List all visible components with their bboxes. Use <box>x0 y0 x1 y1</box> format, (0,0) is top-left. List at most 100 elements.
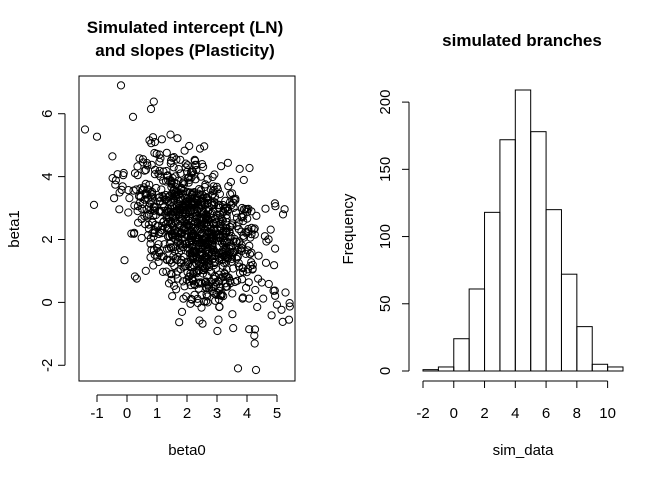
scatter-point <box>222 211 231 220</box>
scatter-point <box>192 195 201 204</box>
scatter-point <box>174 238 183 247</box>
scatter-point <box>140 211 149 221</box>
scatter-point <box>250 325 260 334</box>
scatter-point <box>141 179 150 188</box>
scatter-y-tick-label: 0 <box>39 298 56 306</box>
scatter-point <box>197 223 206 232</box>
scatter-point <box>266 225 275 234</box>
scatter-point <box>154 240 163 249</box>
scatter-point <box>245 325 254 334</box>
scatter-point <box>217 224 226 234</box>
scatter-point <box>143 185 153 194</box>
scatter-point <box>199 162 208 171</box>
scatter-point <box>147 245 156 254</box>
scatter-point <box>150 170 159 179</box>
scatter-point <box>136 198 145 207</box>
scatter-point <box>130 228 139 237</box>
histogram-x-tick-label: 8 <box>573 405 581 422</box>
scatter-point <box>235 269 245 278</box>
scatter-y-tick-label: 4 <box>39 172 56 180</box>
scatter-point <box>214 315 223 324</box>
scatter-point <box>239 231 248 240</box>
scatter-point <box>217 162 226 171</box>
scatter-point <box>267 311 276 320</box>
scatter-point <box>250 339 259 348</box>
scatter-point <box>204 263 213 272</box>
scatter-point <box>250 331 259 340</box>
scatter-point <box>187 237 196 246</box>
histogram-x-tick-label: 0 <box>450 405 458 422</box>
scatter-point <box>162 148 171 157</box>
scatter-point <box>241 249 250 258</box>
scatter-point <box>181 194 190 203</box>
scatter-point <box>259 294 268 303</box>
histogram-y-tick-label: 200 <box>377 90 394 115</box>
scatter-point <box>238 293 248 302</box>
scatter-point <box>146 253 155 262</box>
scatter-point <box>157 135 166 144</box>
scatter-point <box>227 254 236 263</box>
scatter-point <box>128 112 138 122</box>
scatter-point <box>254 251 263 260</box>
scatter-point <box>214 203 223 212</box>
scatter-point <box>234 218 243 227</box>
scatter-point <box>166 159 175 168</box>
scatter-point <box>269 286 278 295</box>
scatter-point <box>253 302 262 312</box>
scatter-point <box>140 166 149 175</box>
scatter-point <box>180 146 189 155</box>
scatter-point <box>115 205 124 214</box>
scatter-point <box>211 257 220 266</box>
histogram-x-tick-label: 10 <box>599 405 616 422</box>
scatter-point <box>194 185 204 194</box>
scatter-point <box>192 212 202 221</box>
scatter-point <box>137 214 146 224</box>
scatter-point <box>179 203 188 213</box>
scatter-point <box>200 257 209 266</box>
scatter-point <box>119 168 128 178</box>
scatter-point <box>124 208 133 217</box>
histogram-x-axis: -2 0 2 4 6 8 10 <box>416 380 616 422</box>
scatter-point <box>172 270 181 279</box>
scatter-point <box>113 170 122 179</box>
scatter-point <box>141 266 150 275</box>
scatter-point <box>167 258 176 267</box>
scatter-point <box>92 132 102 141</box>
scatter-point <box>215 302 224 311</box>
scatter-point <box>183 198 192 207</box>
scatter-point <box>173 134 182 143</box>
scatter-point <box>181 163 190 172</box>
histogram-bar <box>530 131 547 372</box>
scatter-point <box>233 364 243 373</box>
scatter-y-tick-label: -2 <box>39 359 56 372</box>
scatter-point <box>158 267 168 276</box>
scatter-point <box>239 175 248 185</box>
histogram-bar <box>607 366 624 372</box>
scatter-point <box>150 138 159 147</box>
scatter-point <box>159 217 168 226</box>
scatter-point <box>156 154 165 163</box>
scatter-point <box>231 208 241 217</box>
histogram-bars <box>422 89 624 372</box>
scatter-point <box>190 170 199 179</box>
histogram-y-axis: 0 50 100 150 200 <box>377 90 410 375</box>
scatter-point <box>174 248 183 257</box>
scatter-point <box>237 241 246 250</box>
scatter-point <box>185 141 194 151</box>
scatter-point <box>176 193 185 202</box>
scatter-x-tick-label: -1 <box>90 405 103 422</box>
scatter-point <box>145 180 154 189</box>
scatter-point <box>177 202 187 211</box>
histogram-y-tick-label: 150 <box>377 157 394 182</box>
scatter-point <box>229 324 238 333</box>
scatter-point <box>165 239 174 248</box>
scatter-plot-box <box>78 75 296 382</box>
histogram-bar <box>422 369 439 372</box>
scatter-point <box>146 192 155 201</box>
scatter-point <box>213 326 222 336</box>
scatter-point <box>130 272 139 281</box>
scatter-point <box>203 175 212 184</box>
scatter-point <box>251 285 260 295</box>
scatter-point <box>245 241 254 250</box>
scatter-point <box>146 206 155 215</box>
